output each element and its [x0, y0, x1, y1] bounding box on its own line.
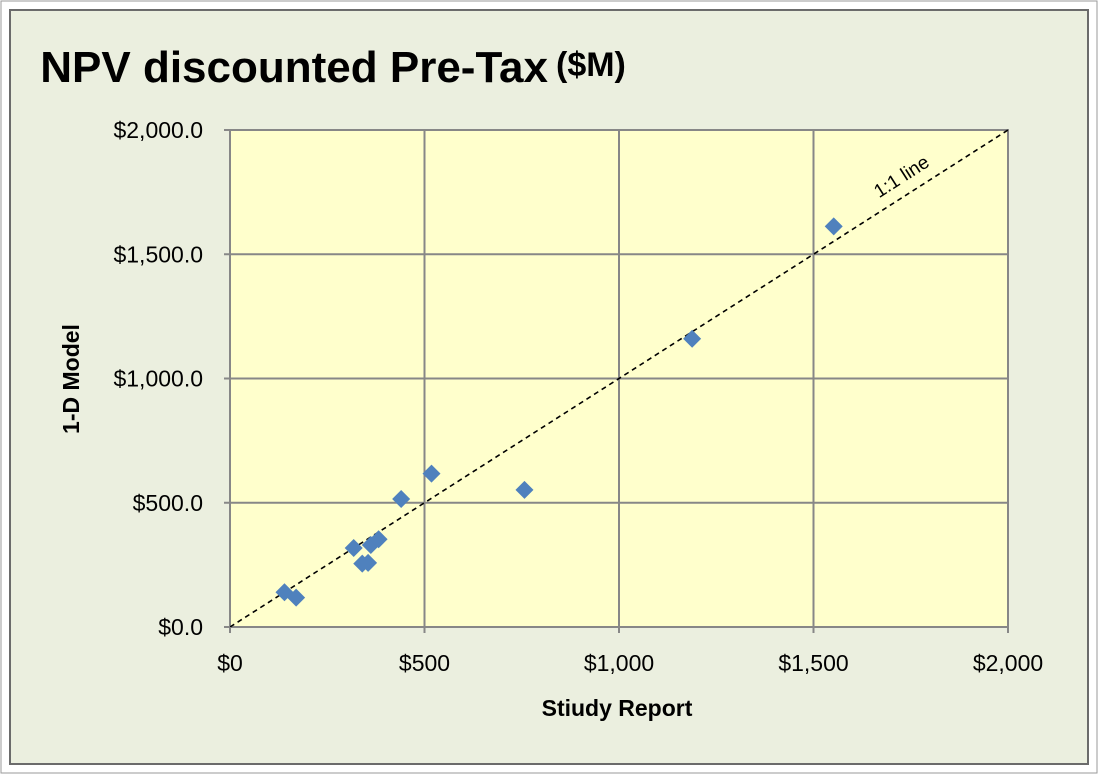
data-point	[422, 464, 441, 483]
data-point	[344, 538, 363, 557]
y-tick-label: $1,000.0	[113, 366, 203, 392]
y-tick-label: $2,000.0	[113, 117, 203, 143]
chart-title-unit: ($M)	[556, 46, 626, 84]
data-point	[824, 217, 843, 236]
y-tick-label: $500.0	[133, 490, 203, 516]
data-point	[392, 490, 411, 509]
y-tick-label: $0.0	[158, 614, 203, 640]
data-point	[287, 588, 306, 607]
data-point	[369, 530, 388, 549]
x-tick-label: $0	[217, 650, 243, 676]
data-point	[359, 553, 378, 572]
data-point	[683, 329, 702, 348]
data-point	[515, 480, 534, 499]
x-tick-label: $1,500	[778, 650, 848, 676]
x-tick-label: $500	[399, 650, 450, 676]
x-axis-label: Stiudy Report	[542, 695, 693, 721]
x-tick-label: $2,000	[973, 650, 1043, 676]
y-axis-label: 1-D Model	[58, 324, 84, 434]
data-points	[275, 217, 843, 607]
y-tick-label: $1,500.0	[113, 241, 203, 267]
x-tick-label: $1,000	[584, 650, 654, 676]
tick-labels: $0 $500 $1,000 $1,500 $2,000 $0.0 $500.0 $1,000…	[113, 117, 1043, 676]
chart-title: NPV discounted Pre-Tax	[40, 43, 548, 92]
reference-line	[229, 129, 1009, 628]
